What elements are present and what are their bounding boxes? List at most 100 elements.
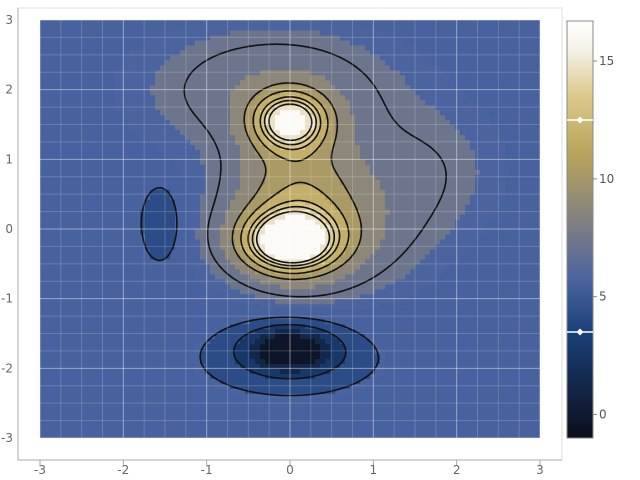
heatmap-cell [130,318,136,325]
heatmap-cell [65,298,71,305]
heatmap-cell [485,393,491,399]
heatmap-cell [100,328,106,335]
heatmap-cell [450,283,456,290]
heatmap-cell [265,378,271,384]
heatmap-cell [295,418,301,424]
heatmap-cell [215,233,221,240]
heatmap-cell [110,308,116,315]
heatmap-cell [190,363,196,369]
heatmap-cell [310,368,316,374]
heatmap-cell [485,293,491,300]
heatmap-cell [65,338,71,345]
heatmap-cell [90,333,96,340]
heatmap-cell [510,253,516,260]
heatmap-cell [140,303,146,310]
heatmap-cell [275,323,281,330]
heatmap-cell [495,263,501,270]
heatmap-cell [85,194,91,200]
heatmap-cell [170,204,176,210]
heatmap-cell [210,363,216,369]
heatmap-cell [325,258,331,265]
heatmap-cell [280,308,286,315]
heatmap-cell [185,353,191,359]
heatmap-cell [450,224,456,230]
heatmap-cell [130,323,136,330]
heatmap-cell [400,363,406,369]
heatmap-cell [375,233,381,240]
heatmap-cell [425,224,431,230]
heatmap-cell [115,393,121,399]
heatmap-cell [230,368,236,374]
heatmap-cell [135,194,141,200]
heatmap-cell [395,303,401,310]
heatmap-cell [305,343,311,350]
heatmap-cell [505,363,511,369]
heatmap-cell [445,353,451,359]
heatmap-cell [415,318,421,325]
heatmap-cell [515,333,521,340]
heatmap-cell [180,413,186,419]
heatmap-cell [70,403,76,409]
heatmap-cell [350,229,356,235]
heatmap-cell [240,408,246,414]
heatmap-cell [75,408,81,414]
heatmap-cell [480,338,486,345]
heatmap-cell [425,413,431,419]
heatmap-cell [200,308,206,315]
heatmap-cell [225,373,231,379]
heatmap-cell [390,363,396,369]
heatmap-cell [465,248,471,255]
heatmap-cell [340,298,346,305]
heatmap-cell [205,408,211,414]
heatmap-cell [65,229,71,235]
heatmap-cell [75,263,81,270]
heatmap-cell [510,408,516,414]
heatmap-cell [300,233,306,240]
heatmap-cell [360,263,366,270]
heatmap-cell [100,413,106,419]
heatmap-cell [315,388,321,394]
heatmap-cell [175,403,181,409]
heatmap-cell [145,413,151,419]
heatmap-cell [480,248,486,255]
heatmap-cell [155,189,161,195]
heatmap-cell [45,408,51,414]
heatmap-cell [410,263,416,270]
heatmap-cell [445,403,451,409]
heatmap-cell [250,403,256,409]
heatmap-cell [520,199,526,205]
heatmap-cell [325,313,331,320]
heatmap-cell [265,428,271,434]
heatmap-cell [120,308,126,315]
heatmap-cell [60,214,66,220]
heatmap-cell [365,219,371,225]
heatmap-cell [325,398,331,404]
heatmap-cell [485,338,491,345]
heatmap-cell [395,353,401,359]
heatmap-cell [180,358,186,364]
heatmap-cell [255,303,261,310]
heatmap-cell [490,323,496,330]
heatmap-cell [150,328,156,335]
heatmap-cell [120,428,126,434]
heatmap-cell [250,378,256,384]
heatmap-cell [295,219,301,225]
heatmap-cell [365,398,371,404]
heatmap-cell [160,268,166,275]
heatmap-cell [455,428,461,434]
heatmap-cell [75,238,81,245]
heatmap-cell [475,229,481,235]
heatmap-cell [440,303,446,310]
heatmap-cell [395,328,401,335]
heatmap-cell [420,328,426,335]
heatmap-cell [60,328,66,335]
heatmap-cell [525,423,531,429]
heatmap-cell [110,318,116,325]
heatmap-cell [190,313,196,320]
heatmap-cell [65,273,71,280]
heatmap-cell [230,358,236,364]
heatmap-cell [115,238,121,245]
heatmap-cell [380,398,386,404]
heatmap-cell [500,318,506,325]
heatmap-cell [40,388,46,394]
